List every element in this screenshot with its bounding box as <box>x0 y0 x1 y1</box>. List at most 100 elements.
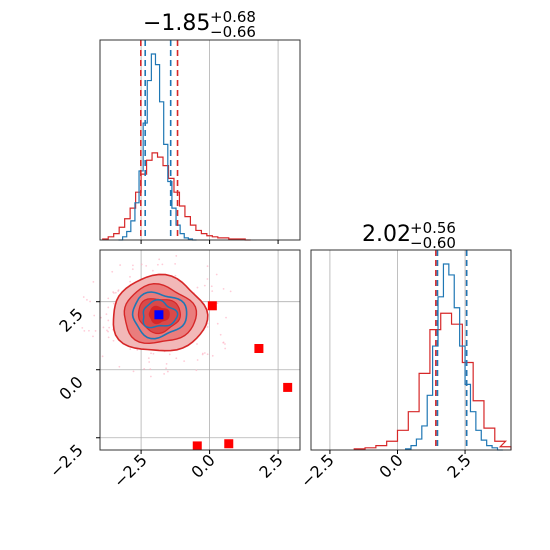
joint-xtick-label-3: 2.5 <box>255 450 286 481</box>
joint-sample-point-107 <box>117 290 120 292</box>
joint-red-marker-2 <box>283 382 293 392</box>
joint-sample-point-73 <box>152 352 155 355</box>
joint-sample-point-89 <box>111 270 114 273</box>
joint-sample-point-21 <box>224 343 226 345</box>
joint-sample-point-2 <box>106 329 108 332</box>
joint-sample-point-70 <box>94 330 97 332</box>
joint-sample-point-28 <box>206 326 209 328</box>
joint-sample-point-22 <box>163 373 166 375</box>
joint-sample-point-105 <box>165 367 167 370</box>
joint-sample-point-61 <box>147 357 150 360</box>
title-param1-plus: +0.68 <box>210 8 256 26</box>
joint-xtick-label-1: −2.5 <box>110 450 151 491</box>
joint-sample-point-104 <box>183 360 186 363</box>
joint-sample-point-115 <box>219 333 222 336</box>
title-param2-median: 2.02 <box>362 222 411 247</box>
joint-sample-point-85 <box>196 286 199 289</box>
joint-sample-point-113 <box>112 339 115 342</box>
joint-sample-point-4 <box>114 291 117 294</box>
joint-sample-point-36 <box>149 368 152 371</box>
chart-marks <box>81 40 512 451</box>
joint-sample-point-93 <box>158 258 161 261</box>
joint-sample-point-138 <box>216 302 219 305</box>
joint-sample-point-135 <box>174 262 177 265</box>
joint-sample-point-109 <box>129 348 132 351</box>
joint-blue-contour-outer <box>131 291 188 340</box>
joint-sample-point-38 <box>222 287 225 290</box>
hist2-xtick-label-3: 2.5 <box>443 450 474 481</box>
joint-sample-point-92 <box>129 280 132 283</box>
joint-sample-point-53 <box>140 263 143 266</box>
joint-sample-point-0 <box>100 316 102 319</box>
joint-sample-point-132 <box>150 352 152 355</box>
joint-sample-point-32 <box>92 335 94 338</box>
joint-sample-point-82 <box>129 275 131 278</box>
joint-sample-point-5 <box>143 367 146 370</box>
joint-sample-point-84 <box>83 330 86 332</box>
joint-sample-point-128 <box>174 274 177 277</box>
joint-sample-point-50 <box>206 353 209 356</box>
axis-ticks <box>96 240 466 454</box>
joint-sample-point-69 <box>225 316 227 319</box>
joint-sample-point-58 <box>89 300 91 303</box>
hist2-blue-series <box>404 263 503 451</box>
joint-ytick-label-2: 0.0 <box>55 372 86 403</box>
joint-sample-point-11 <box>229 290 232 293</box>
joint-xtick-label-2: 0.0 <box>187 450 218 481</box>
joint-sample-point-106 <box>132 370 135 373</box>
joint-sample-point-137 <box>201 352 204 355</box>
joint-sample-point-72 <box>145 264 148 267</box>
joint-sample-point-136 <box>148 361 151 363</box>
hist1-blue-series <box>118 53 197 241</box>
joint-ytick-label-3: −2.5 <box>46 440 87 481</box>
hist2-xtick-label-2: 0.0 <box>375 450 406 481</box>
joint-sample-point-81 <box>211 354 214 357</box>
joint-sample-point-18 <box>112 302 115 305</box>
joint-sample-point-116 <box>102 326 105 329</box>
title-param1-minus: −0.66 <box>210 23 256 41</box>
joint-sample-point-68 <box>107 319 110 322</box>
joint-ytick-label-1: 2.5 <box>55 304 86 335</box>
joint-sample-point-80 <box>107 306 110 309</box>
joint-sample-point-100 <box>175 357 178 360</box>
panel-frame-j <box>99 249 301 451</box>
joint-sample-point-74 <box>222 341 225 344</box>
joint-sample-point-97 <box>81 326 84 329</box>
joint-blue-contour-inner <box>142 299 179 329</box>
joint-sample-point-12 <box>196 343 198 345</box>
joint-sample-point-44 <box>149 375 152 378</box>
joint-sample-point-134 <box>211 290 214 293</box>
joint-sample-point-16 <box>195 369 198 372</box>
joint-sample-point-87 <box>175 255 178 257</box>
joint-red-marker-4 <box>192 441 202 451</box>
joint-red-marker-0 <box>207 301 217 311</box>
title-param2-minus: −0.60 <box>410 234 456 252</box>
joint-sample-point-9 <box>107 297 110 300</box>
hist2-red-series <box>353 312 512 450</box>
hist2-xtick-label-1: −2.5 <box>297 450 338 491</box>
joint-sample-point-120 <box>203 352 206 354</box>
joint-red-marker-1 <box>254 344 264 354</box>
joint-sample-point-41 <box>136 348 139 351</box>
panel-frame-h1 <box>99 39 301 241</box>
joint-sample-point-43 <box>132 264 134 267</box>
joint-sample-point-125 <box>165 362 168 365</box>
joint-sample-point-94 <box>105 313 108 316</box>
hist1-red-series <box>102 152 251 241</box>
joint-sample-point-49 <box>112 291 115 293</box>
panel-frame-h2 <box>310 249 512 451</box>
joint-red-marker-3 <box>224 439 234 449</box>
joint-sample-point-126 <box>215 273 218 276</box>
joint-sample-point-31 <box>107 330 109 333</box>
joint-sample-point-33 <box>108 326 111 329</box>
joint-sample-point-79 <box>86 298 88 301</box>
joint-sample-point-14 <box>107 336 110 339</box>
joint-sample-point-71 <box>118 365 121 368</box>
joint-sample-point-29 <box>131 268 134 271</box>
joint-sample-point-42 <box>168 353 171 356</box>
joint-sample-point-77 <box>216 322 219 325</box>
title-param2-plus: +0.56 <box>410 219 456 237</box>
joint-sample-point-55 <box>166 370 169 373</box>
joint-sample-point-83 <box>210 285 213 288</box>
